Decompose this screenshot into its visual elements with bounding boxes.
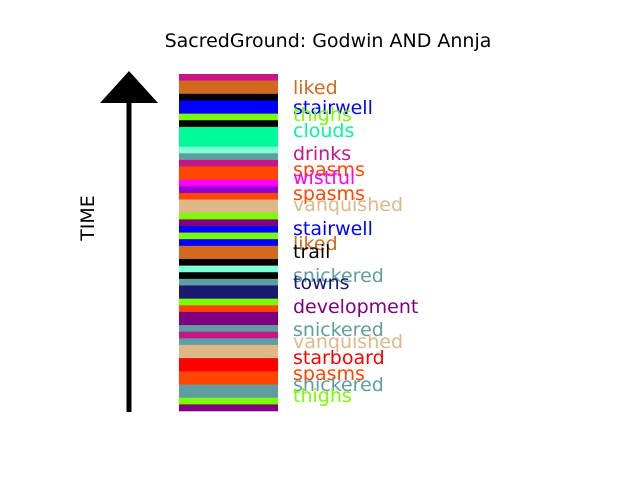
timeline-stripe	[179, 225, 278, 233]
timeline-stripe	[179, 206, 278, 214]
time-arrow-head	[100, 71, 158, 103]
timeline-stripe	[179, 239, 278, 247]
timeline-stripe	[179, 212, 278, 220]
timeline-label: liked	[293, 233, 338, 255]
timeline-stripe	[179, 153, 278, 161]
timeline-label: stairwell	[293, 218, 373, 240]
timeline-stripe	[179, 179, 278, 187]
timeline-label: drinks	[293, 143, 351, 165]
timeline-label: thighs	[293, 385, 352, 407]
timeline-stripe	[179, 338, 278, 346]
timeline-stripe	[179, 259, 278, 266]
timeline-label: snickered	[293, 319, 384, 341]
timeline-stripe	[179, 252, 278, 260]
timeline-label: development	[293, 296, 418, 318]
timeline-stripe	[179, 325, 278, 333]
timeline-stripe	[179, 397, 278, 405]
timeline-stripe	[179, 199, 278, 207]
timeline-label: starboard	[293, 347, 385, 369]
timeline-stripe	[179, 371, 278, 379]
timeline-stripes	[179, 74, 278, 412]
timeline-stripe	[179, 120, 278, 128]
timeline-stripe	[179, 140, 278, 147]
timeline-stripe	[179, 186, 278, 194]
timeline-stripe	[179, 285, 278, 293]
timeline-stripe	[179, 318, 278, 326]
timeline-stripe	[179, 311, 278, 319]
timeline-stripe	[179, 278, 278, 286]
timeline-stripe	[179, 126, 278, 134]
timeline-stripe	[179, 391, 278, 399]
timeline-stripe	[179, 219, 278, 227]
timeline-stripe	[179, 272, 278, 280]
timeline-label: spasms	[293, 183, 365, 205]
chart-title: SacredGround: Godwin AND Annja	[164, 30, 492, 52]
timeline-stripe	[179, 146, 278, 154]
timeline-stripe	[179, 100, 278, 108]
timeline-label: snickered	[293, 265, 384, 287]
timeline-stripe	[179, 113, 278, 121]
timeline-stripe	[179, 305, 278, 313]
timeline-stripe	[179, 192, 278, 200]
timeline-label: vanquished	[293, 331, 403, 353]
timeline-stripe	[179, 358, 278, 366]
timeline-label: thighs	[293, 104, 352, 126]
timeline-stripe	[179, 232, 278, 240]
timeline-stripe	[179, 377, 278, 385]
timeline-stripe	[179, 298, 278, 306]
timeline-label: liked	[293, 77, 338, 99]
timeline-label: trail	[293, 241, 330, 263]
timeline-label: towns	[293, 272, 350, 294]
timeline-stripe	[179, 74, 278, 81]
timeline-stripe	[179, 173, 278, 181]
timeline-stripe	[179, 245, 278, 253]
timeline-stripe	[179, 292, 278, 299]
timeline-stripe	[179, 80, 278, 88]
timeline-label: stairwell	[293, 97, 373, 119]
timeline-stripe	[179, 107, 278, 114]
timeline-stripe	[179, 166, 278, 174]
timeline-stripe	[179, 351, 278, 359]
timeline-label: snickered	[293, 374, 384, 396]
timeline-stripe	[179, 87, 278, 95]
timeline-label: clouds	[293, 120, 354, 142]
timeline-stripe	[179, 93, 278, 101]
timeline-label: wistful	[293, 167, 355, 189]
timeline-stripe	[179, 159, 278, 167]
timeline-label: spasms	[293, 363, 365, 385]
timeline-stripe	[179, 133, 278, 141]
timeline-stripe	[179, 265, 278, 273]
timeline-stripe	[179, 404, 278, 412]
timeline-stripe	[179, 384, 278, 392]
timeline-label: vanquished	[293, 194, 403, 216]
timeline-stripe	[179, 331, 278, 339]
timeline-stripe	[179, 364, 278, 372]
timeline-label: spasms	[293, 159, 365, 181]
timeline-labels: likedstairwellthighscloudsdrinksspasmswi…	[293, 77, 418, 407]
timeline-stripe	[179, 344, 278, 352]
